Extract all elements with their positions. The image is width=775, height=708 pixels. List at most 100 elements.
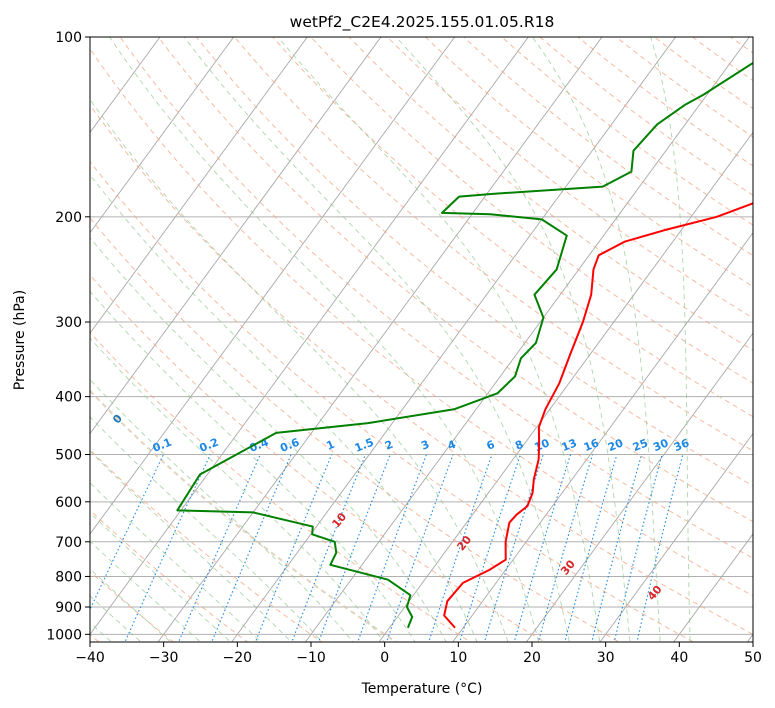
dry-adiabat-line (157, 37, 753, 523)
mixing-ratio-label: 30 (651, 436, 670, 454)
moist-adiabat-line (90, 450, 292, 642)
y-tick-label: 400 (55, 390, 82, 406)
y-axis-ticks: 100 200 300 400 500 600 700 800 900 1000 (46, 30, 90, 643)
dry-adiabat-line (119, 37, 753, 559)
plot-frame (89, 36, 754, 643)
mixing-ratio-label: 13 (560, 436, 579, 454)
isotherm-line (90, 37, 235, 234)
moist-adiabat-line (90, 290, 416, 642)
isotherm-line (90, 37, 382, 435)
mixing-ratio-label: 25 (631, 436, 650, 454)
x-tick-label: −10 (296, 650, 326, 666)
dry-adiabat-line (90, 274, 546, 642)
mixing-ratio-line (254, 454, 333, 642)
mixing-ratio-line (124, 454, 211, 642)
mixing-ratio-line (459, 454, 522, 642)
y-tick-label: 800 (55, 569, 82, 585)
mixing-ratio-label: 10 (532, 436, 551, 454)
isotherm-line (231, 37, 677, 642)
sounding-series (176, 61, 753, 629)
mixing-ratio-line (483, 454, 544, 642)
dry-adiabat-line (424, 37, 753, 288)
isotherm-line (304, 37, 750, 642)
y-tick-label: 500 (55, 448, 82, 464)
dry-adiabat-line (348, 37, 753, 351)
x-tick-label: 30 (597, 650, 615, 666)
mixing-ratio-line (636, 454, 684, 642)
y-tick-label: 600 (55, 495, 82, 511)
isotherm-line (452, 232, 753, 642)
isotherm-line (157, 37, 603, 642)
isotherm-line (673, 533, 753, 642)
moist-adiabat-line (90, 237, 447, 642)
x-tick-label: −40 (75, 650, 105, 666)
x-axis-ticks: −40 −30 −20 −10 0 10 20 30 40 50 (75, 642, 762, 666)
x-tick-label: 0 (380, 650, 389, 666)
moist-adiabat-line (90, 416, 323, 642)
temperature-profile-line (443, 202, 753, 629)
moist-adiabat-line (277, 37, 601, 642)
dry-adiabat-line (90, 104, 753, 635)
mixing-ratio-label: 20 (606, 436, 625, 454)
dewpoint-profile-line (176, 61, 753, 629)
moist-adiabat-line (90, 98, 509, 642)
mixing-ratio-lines (90, 454, 684, 642)
moist-adiabat-line (90, 482, 262, 642)
mixing-ratio-label: 2 (383, 438, 395, 453)
plot-area: 0.10.20.40.611.52346810131620253036-100-… (90, 37, 753, 642)
chart-title: wetPf2_C2E4.2025.155.01.05.R18 (290, 13, 555, 32)
x-tick-label: 20 (523, 650, 541, 666)
isotherm-line (599, 432, 753, 642)
y-tick-label: 700 (55, 535, 82, 551)
dry-adiabat-line (90, 217, 620, 642)
x-tick-label: 50 (744, 650, 762, 666)
dry-adiabat-line (195, 37, 753, 487)
y-tick-label: 100 (55, 30, 82, 46)
moist-adiabat-line (395, 37, 631, 642)
mixing-ratio-label: 36 (672, 436, 691, 454)
moist-adiabat-line (90, 378, 354, 642)
x-axis-label: Temperature (°C) (361, 681, 483, 697)
moist-adiabat-line (90, 568, 172, 642)
mixing-ratio-line (291, 454, 367, 642)
dry-adiabat-line (90, 449, 323, 642)
mixing-ratio-label: 1 (325, 438, 337, 453)
y-axis-label: Pressure (hPa) (12, 290, 28, 390)
y-tick-label: 1000 (46, 627, 82, 643)
mixing-ratio-line (318, 454, 391, 642)
isotherm-line (90, 37, 161, 134)
mixing-ratio-line (591, 454, 643, 642)
mixing-ratio-line (613, 454, 663, 642)
x-tick-label: 40 (670, 650, 688, 666)
mixing-ratio-line (564, 454, 618, 642)
moist-adiabat-line (90, 512, 232, 642)
isotherm-line (90, 37, 456, 535)
isotherm-line (525, 332, 753, 642)
moist-adiabat-line (90, 174, 478, 642)
x-tick-label: 10 (449, 650, 467, 666)
moist-adiabats (90, 37, 691, 642)
y-tick-label: 200 (55, 210, 82, 226)
mixing-ratio-label: 3 (419, 438, 431, 453)
moist-adiabat-line (90, 540, 202, 642)
isotherm-grid (90, 37, 753, 642)
mixing-ratio-label: 16 (582, 436, 601, 454)
isotherm-line (90, 37, 308, 334)
moist-adiabat-line (531, 37, 661, 642)
y-tick-label: 900 (55, 600, 82, 616)
moist-adiabat-line (90, 595, 142, 642)
isotherm-line (90, 37, 529, 636)
dry-adiabats (90, 37, 753, 642)
y-tick-label: 300 (55, 315, 82, 331)
dry-adiabat-line (90, 160, 695, 642)
mixing-ratio-line (211, 454, 292, 642)
dry-adiabat-line (272, 37, 753, 418)
isotherm-line (378, 131, 753, 642)
moist-adiabat-line (650, 37, 691, 642)
x-tick-label: −30 (149, 650, 179, 666)
mixing-ratio-label: 8 (513, 438, 525, 453)
moist-adiabat-line (183, 37, 570, 642)
x-tick-label: −20 (223, 650, 253, 666)
